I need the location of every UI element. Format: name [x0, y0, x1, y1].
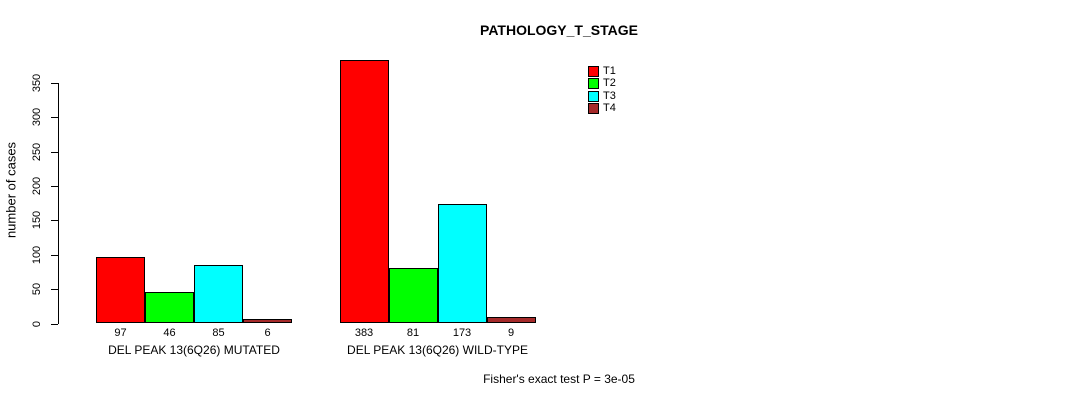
bar-value-label: 383: [354, 327, 374, 339]
legend-label-t2: T2: [603, 77, 616, 90]
bar-t2-group2: [388, 267, 438, 324]
y-axis-tick: [51, 323, 58, 325]
y-tick-label: 0: [31, 320, 43, 327]
y-axis-tick: [51, 254, 58, 256]
bar-t4-group1: [243, 319, 292, 324]
bar-t3-group1: [194, 265, 243, 324]
bar-value-label: 9: [507, 327, 515, 339]
bar-value-label: 46: [163, 327, 176, 339]
y-axis-tick: [51, 185, 58, 187]
bar-t3-group2: [437, 204, 487, 324]
y-tick-label: 200: [31, 176, 43, 196]
legend-swatch-t4: [588, 102, 599, 114]
category-label: DEL PEAK 13(6Q26) MUTATED: [108, 343, 280, 357]
y-tick-label: 250: [31, 142, 43, 161]
bar-value-label: 97: [114, 327, 127, 339]
y-tick-label: 150: [31, 211, 43, 230]
bar-t1-group1: [96, 256, 145, 324]
bar-value-label: 6: [264, 327, 271, 339]
bar-value-label: 173: [452, 327, 472, 339]
bar-value-label: 81: [406, 327, 420, 339]
y-axis-tick: [51, 220, 58, 222]
category-label: DEL PEAK 13(6Q26) WILD-TYPE: [347, 343, 528, 357]
bar-t4-group2: [486, 317, 536, 324]
y-axis-tick: [51, 117, 58, 119]
legend-swatch-t3: [588, 90, 599, 102]
y-tick-label: 50: [31, 282, 43, 296]
legend-label-t1: T1: [603, 65, 616, 77]
y-axis-line: [58, 82, 59, 325]
legend-label-t4: T4: [603, 101, 616, 114]
bar-value-label: 85: [212, 327, 225, 339]
y-axis-tick: [51, 289, 58, 291]
legend-swatch-t1: [588, 66, 599, 77]
y-axis-tick: [51, 151, 58, 153]
stat-annotation: Fisher's exact test P = 3e-05: [483, 372, 635, 386]
y-tick-label: 300: [31, 107, 43, 127]
bar-t2-group1: [145, 291, 194, 324]
legend-label-t3: T3: [603, 89, 616, 102]
legend-swatch-t2: [588, 78, 599, 90]
y-tick-label: 100: [31, 245, 43, 264]
chart-title: PATHOLOGY_T_STAGE: [480, 22, 638, 38]
y-axis-tick: [51, 82, 58, 84]
y-tick-label: 350: [31, 73, 43, 92]
bar-t1-group2: [339, 59, 389, 324]
